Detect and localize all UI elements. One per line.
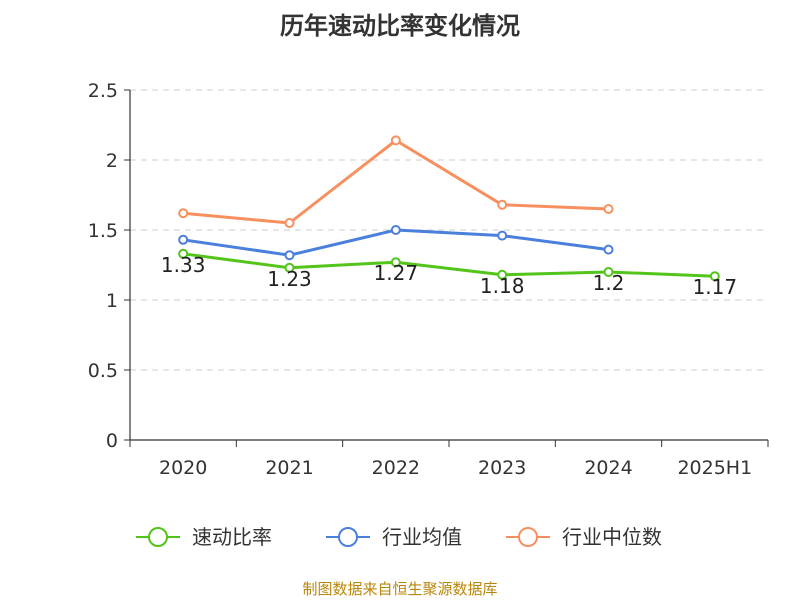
data-label: 1.18 [480, 274, 525, 298]
x-tick-label: 2023 [478, 457, 526, 479]
data-point[interactable] [284, 250, 295, 261]
x-tick-label: 2024 [584, 457, 632, 479]
data-label: 1.33 [161, 253, 206, 277]
data-point[interactable] [497, 199, 508, 210]
chart-title: 历年速动比率变化情况 [280, 12, 520, 40]
data-label: 1.23 [267, 267, 312, 291]
data-point[interactable] [709, 271, 720, 282]
series-layer [178, 135, 720, 282]
data-label: 1.17 [693, 275, 738, 299]
legend-label: 速动比率 [192, 525, 272, 549]
y-tick-label: 1 [106, 290, 118, 312]
grid-layer [130, 89, 768, 371]
data-point[interactable] [284, 218, 295, 228]
data-point[interactable] [390, 135, 401, 146]
data-point[interactable] [284, 262, 295, 273]
legend-marker [338, 527, 358, 547]
data-point[interactable] [603, 244, 614, 255]
data-label: 1.27 [374, 261, 419, 285]
x-tick-label: 2025H1 [677, 457, 752, 479]
source-note: 制图数据来自恒生聚源数据库 [302, 580, 498, 598]
series-line [183, 138, 609, 225]
y-tick-label: 0.5 [88, 360, 118, 382]
legend-label: 行业均值 [382, 525, 462, 549]
data-point[interactable] [497, 269, 508, 280]
legend-item[interactable]: 行业中位数 [506, 525, 662, 549]
data-point[interactable] [178, 208, 189, 219]
y-tick-label: 2.5 [88, 80, 118, 102]
axis-layer: 0 0.5 1 1.5 2 2.5 2020 2021 2022 2023 2024 2025H1 [88, 80, 769, 479]
x-tick-label: 2021 [265, 457, 313, 479]
y-tick-label: 2 [106, 150, 118, 172]
legend[interactable]: 速动比率 行业均值 行业中位数 [136, 525, 662, 549]
data-point[interactable] [178, 248, 189, 259]
y-tick-label: 1.5 [88, 220, 118, 242]
legend-marker [148, 527, 168, 547]
data-point[interactable] [390, 257, 401, 268]
data-point[interactable] [178, 234, 189, 245]
series-line [182, 252, 715, 278]
x-tick-label: 2020 [159, 457, 207, 479]
legend-label: 行业中位数 [562, 525, 662, 549]
x-tick-label: 2022 [372, 457, 420, 479]
data-label: 1.2 [593, 271, 625, 295]
data-point[interactable] [497, 230, 508, 241]
legend-item[interactable]: 速动比率 [136, 525, 272, 549]
data-point[interactable] [390, 225, 401, 235]
legend-item[interactable]: 行业均值 [326, 525, 462, 549]
label-layer: 1.33 1.23 1.27 1.18 1.2 1.17 [161, 253, 737, 299]
y-tick-label: 0 [106, 430, 118, 452]
legend-marker [518, 527, 538, 547]
data-point[interactable] [603, 267, 614, 277]
data-point[interactable] [603, 204, 614, 214]
